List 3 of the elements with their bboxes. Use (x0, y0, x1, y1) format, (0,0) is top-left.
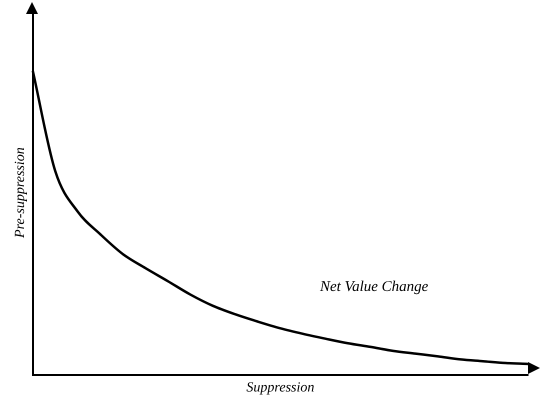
x-axis-title: Suppression (246, 380, 314, 396)
y-axis-title: Pre-suppression (13, 147, 28, 239)
annotation: Net Value Change (319, 279, 429, 296)
